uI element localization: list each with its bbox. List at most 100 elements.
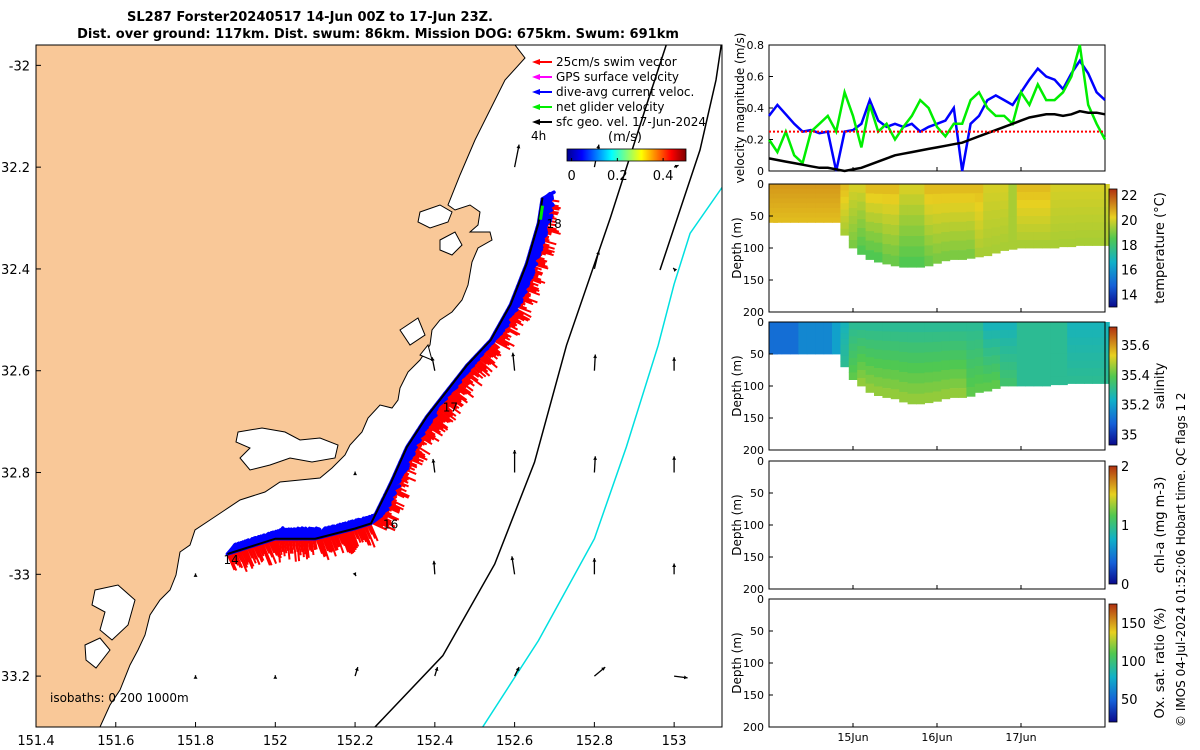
y-tick-label: -32	[9, 59, 30, 74]
section-cell	[798, 330, 808, 335]
geo-vector-head	[672, 456, 677, 460]
section-cell	[781, 322, 791, 327]
section-cell	[983, 322, 993, 331]
section-cell	[1033, 184, 1043, 193]
section-cell	[1084, 222, 1093, 231]
section-cell	[1008, 208, 1018, 218]
section-cell	[798, 326, 808, 331]
section-cell	[1025, 354, 1035, 363]
colorbar-tick-label: 0.2	[607, 169, 628, 184]
section-cell	[815, 188, 825, 194]
section-cell	[949, 322, 959, 332]
section-cell	[1050, 329, 1060, 338]
section-cell	[932, 223, 942, 234]
section-cell	[1092, 191, 1102, 200]
section-cell	[1084, 345, 1093, 354]
section-cell	[974, 357, 984, 367]
section-cell	[1025, 200, 1035, 209]
section-cell	[874, 203, 883, 214]
swim-vector	[300, 538, 305, 558]
geo-vector-head	[511, 352, 516, 357]
section-cell	[823, 217, 833, 223]
section-cell	[941, 322, 951, 332]
velocity-y-tick: 0.2	[747, 134, 765, 147]
section-cell	[773, 350, 783, 355]
section-cell	[890, 379, 900, 390]
swim-vector	[266, 540, 278, 564]
section-cell	[865, 374, 875, 384]
section-cell	[958, 340, 967, 351]
section-cell	[1050, 322, 1060, 331]
section-cell	[1008, 354, 1018, 363]
section-cell	[832, 346, 841, 351]
section-cell	[781, 350, 791, 355]
section-cell	[907, 204, 917, 216]
section-cell	[823, 203, 833, 209]
section-cell	[958, 388, 967, 398]
section-cell	[916, 373, 925, 384]
section-cell	[941, 184, 951, 194]
section-cell	[890, 184, 900, 195]
section-cell	[1075, 230, 1085, 239]
isobath-200m	[374, 45, 667, 727]
section-cell	[890, 389, 900, 400]
section-cell	[857, 210, 867, 220]
section-cell	[773, 334, 783, 339]
section-cell	[1016, 232, 1026, 241]
section-cell	[848, 216, 858, 225]
section-cell	[1092, 345, 1102, 354]
section-cell	[857, 219, 867, 229]
section-cell	[840, 190, 850, 198]
section-cell	[1016, 184, 1026, 193]
section-cell	[1050, 376, 1060, 386]
section-cell	[848, 336, 858, 344]
swim-vector	[243, 548, 254, 569]
section-cell	[1058, 191, 1068, 200]
section-cell	[1033, 322, 1043, 331]
depth-tick-label: 200	[743, 583, 764, 596]
swim-vector	[352, 528, 359, 540]
section-cell	[806, 208, 816, 214]
section-cell	[815, 338, 825, 343]
y-tick-label: 32.4	[1, 263, 30, 278]
section-cell	[1000, 233, 1009, 243]
section-cell	[848, 192, 858, 201]
section-cell	[815, 346, 825, 351]
section-cell	[890, 225, 900, 236]
section-cell	[1008, 322, 1018, 331]
section-cell	[1008, 338, 1018, 347]
y-tick-label: 32.6	[1, 365, 30, 380]
section-cell	[823, 208, 833, 214]
section-cell	[1084, 214, 1093, 223]
section-cell	[941, 212, 951, 223]
section-cell	[1050, 345, 1060, 354]
map-land	[36, 45, 526, 727]
section-cell	[1075, 237, 1085, 246]
section-cell	[966, 377, 976, 388]
swim-vector	[312, 538, 317, 551]
section-cell	[1016, 200, 1026, 209]
section-cell	[882, 234, 892, 245]
geo-vector-head	[593, 456, 597, 460]
section-cell	[924, 204, 934, 216]
time-tick-label: 16Jun	[921, 731, 952, 744]
section-cell	[1025, 338, 1035, 347]
section-cell	[1008, 184, 1018, 193]
section-cell	[874, 368, 883, 378]
section-cell	[773, 338, 783, 343]
section-cell	[1042, 330, 1051, 339]
section-cell	[773, 193, 783, 199]
section-cell	[890, 235, 900, 246]
swim-vector	[302, 538, 307, 555]
depth-tick-label: 150	[743, 412, 764, 425]
depth-tick-label: 200	[743, 444, 764, 457]
section-cell	[832, 326, 841, 331]
legend-label: GPS surface velocity	[556, 70, 679, 84]
geo-vector-head	[354, 667, 359, 671]
section-cell	[781, 338, 791, 343]
section-cell	[1033, 354, 1043, 363]
map-y-ticks: -32 32.2 32.4 32.6 32.8 -33 33.2	[1, 59, 41, 685]
colorbar-tick-label: 35.4	[1121, 369, 1150, 384]
section-cell	[840, 222, 850, 230]
section-cell	[1067, 223, 1077, 232]
